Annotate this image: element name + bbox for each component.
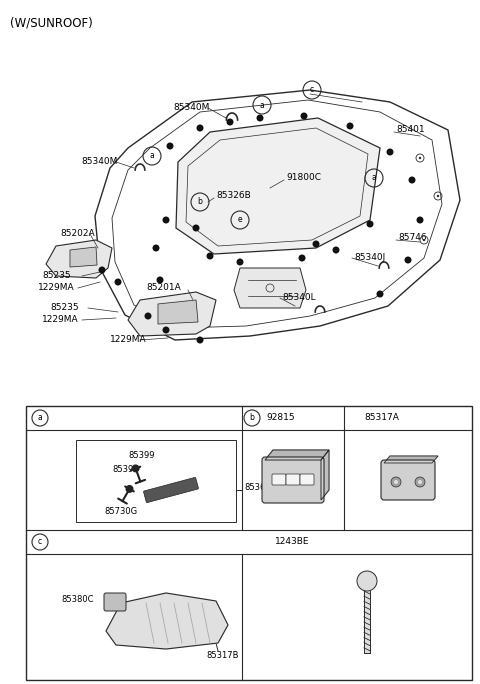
Text: a: a <box>150 151 155 161</box>
Circle shape <box>192 224 200 231</box>
Text: 85326B: 85326B <box>216 192 251 200</box>
Text: 85730G: 85730G <box>104 508 137 516</box>
Text: 1229MA: 1229MA <box>110 335 146 345</box>
Circle shape <box>357 571 377 591</box>
Text: 85202A: 85202A <box>60 230 95 239</box>
Circle shape <box>423 239 425 241</box>
FancyBboxPatch shape <box>286 474 300 485</box>
Circle shape <box>125 485 133 493</box>
Text: 85746: 85746 <box>398 233 427 243</box>
Circle shape <box>312 241 320 248</box>
Text: c: c <box>38 538 42 547</box>
Text: a: a <box>372 174 376 183</box>
Circle shape <box>227 118 233 125</box>
Text: 1243BE: 1243BE <box>275 538 309 547</box>
Polygon shape <box>234 268 306 308</box>
Text: c: c <box>310 86 314 94</box>
FancyBboxPatch shape <box>262 457 324 503</box>
Circle shape <box>299 254 305 261</box>
Bar <box>76 440 236 522</box>
FancyBboxPatch shape <box>144 477 198 503</box>
Polygon shape <box>70 247 97 267</box>
Circle shape <box>163 217 169 224</box>
Text: 85399: 85399 <box>112 466 139 475</box>
Circle shape <box>196 124 204 131</box>
Circle shape <box>98 267 106 274</box>
Text: 1229MA: 1229MA <box>38 283 74 293</box>
Circle shape <box>408 176 416 183</box>
Circle shape <box>386 148 394 155</box>
Polygon shape <box>265 450 329 460</box>
Polygon shape <box>176 118 380 254</box>
Circle shape <box>415 477 425 487</box>
Text: 85399: 85399 <box>128 451 155 460</box>
Text: 92815: 92815 <box>266 414 295 423</box>
Polygon shape <box>158 300 198 324</box>
Text: 1229MA: 1229MA <box>42 315 79 324</box>
Text: b: b <box>198 198 203 207</box>
Text: e: e <box>238 215 242 224</box>
Circle shape <box>367 220 373 228</box>
Circle shape <box>196 337 204 343</box>
Text: 91800C: 91800C <box>286 174 321 183</box>
Text: 85201A: 85201A <box>146 283 181 293</box>
Polygon shape <box>384 456 438 463</box>
Text: 85340J: 85340J <box>354 254 385 263</box>
Circle shape <box>376 291 384 298</box>
Text: 85340L: 85340L <box>282 293 316 302</box>
Circle shape <box>418 480 422 484</box>
Polygon shape <box>321 450 329 500</box>
Text: b: b <box>250 414 254 423</box>
Text: 85380C: 85380C <box>61 594 94 603</box>
Circle shape <box>206 252 214 259</box>
Text: 85317B: 85317B <box>206 650 239 659</box>
Circle shape <box>167 142 173 150</box>
Circle shape <box>405 256 411 263</box>
Circle shape <box>391 477 401 487</box>
Text: 85401: 85401 <box>396 125 425 135</box>
Polygon shape <box>46 240 112 278</box>
Polygon shape <box>106 593 228 649</box>
Circle shape <box>333 246 339 254</box>
Circle shape <box>156 276 164 283</box>
FancyBboxPatch shape <box>300 474 314 485</box>
Text: a: a <box>37 414 42 423</box>
Circle shape <box>394 480 398 484</box>
Circle shape <box>437 195 439 197</box>
Text: 85340M: 85340M <box>82 157 118 166</box>
Bar <box>364 591 370 653</box>
Circle shape <box>153 244 159 252</box>
Circle shape <box>300 112 308 120</box>
Text: 85317A: 85317A <box>364 414 399 423</box>
Circle shape <box>132 464 140 473</box>
Circle shape <box>144 313 152 319</box>
FancyBboxPatch shape <box>104 593 126 611</box>
Circle shape <box>163 326 169 334</box>
Circle shape <box>419 157 421 159</box>
Text: 85340M: 85340M <box>174 103 210 112</box>
Circle shape <box>115 278 121 285</box>
Text: 85360: 85360 <box>244 484 271 492</box>
Circle shape <box>237 259 243 265</box>
Bar <box>26 406 472 680</box>
Text: (W/SUNROOF): (W/SUNROOF) <box>10 16 93 29</box>
Text: a: a <box>260 101 264 109</box>
Polygon shape <box>128 292 216 336</box>
Text: 85235: 85235 <box>42 272 71 280</box>
FancyBboxPatch shape <box>381 460 435 500</box>
Circle shape <box>347 122 353 129</box>
Text: 85235: 85235 <box>50 304 79 313</box>
FancyBboxPatch shape <box>272 474 286 485</box>
Circle shape <box>417 217 423 224</box>
Circle shape <box>256 114 264 122</box>
